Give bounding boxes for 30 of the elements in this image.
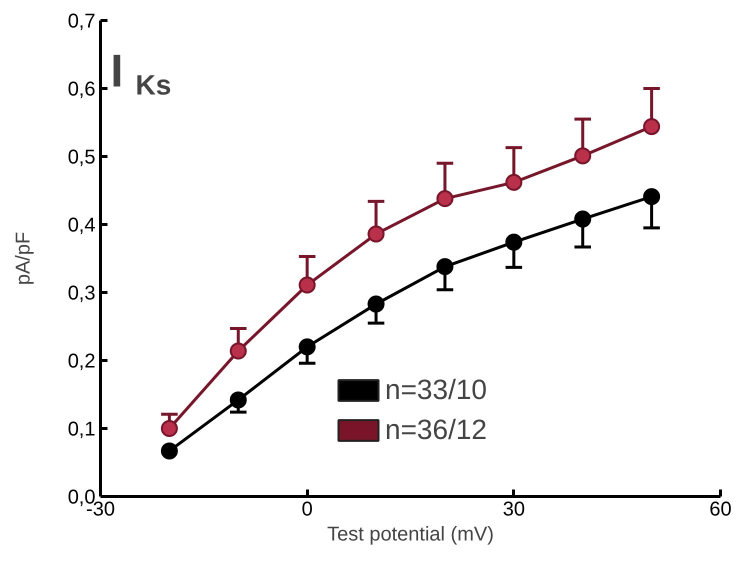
point [643, 118, 660, 136]
point [230, 342, 247, 360]
x-tick-label: 60 [709, 498, 732, 520]
x-tick-label: 0 [302, 498, 313, 520]
y-axis-title: pA/pF [12, 232, 35, 286]
point [574, 210, 592, 228]
point [574, 147, 592, 164]
point [230, 391, 247, 408]
y-tick-label: 0,4 [68, 214, 96, 236]
x-axis-title: Test potential (mV) [327, 524, 494, 546]
y-tick-label: 0,2 [68, 350, 96, 372]
legend-label: n=33/10 [385, 374, 487, 406]
point [298, 338, 316, 356]
legend-label: n=36/12 [385, 414, 487, 446]
y-tick-label: 0,6 [68, 78, 96, 100]
y-tick-label: 0,1 [68, 418, 96, 440]
point [643, 188, 660, 206]
point [436, 190, 454, 208]
y-tick-label: 0,5 [68, 146, 96, 168]
y-tick-label: 0,3 [68, 282, 96, 304]
y-tick-label: 0,7 [68, 10, 96, 32]
point [160, 420, 178, 437]
point [368, 226, 385, 243]
point [298, 276, 316, 294]
point [436, 258, 454, 276]
point [368, 296, 385, 313]
x-tick-label: 30 [502, 498, 525, 520]
point [505, 174, 522, 191]
point [505, 234, 522, 251]
point [160, 442, 178, 460]
